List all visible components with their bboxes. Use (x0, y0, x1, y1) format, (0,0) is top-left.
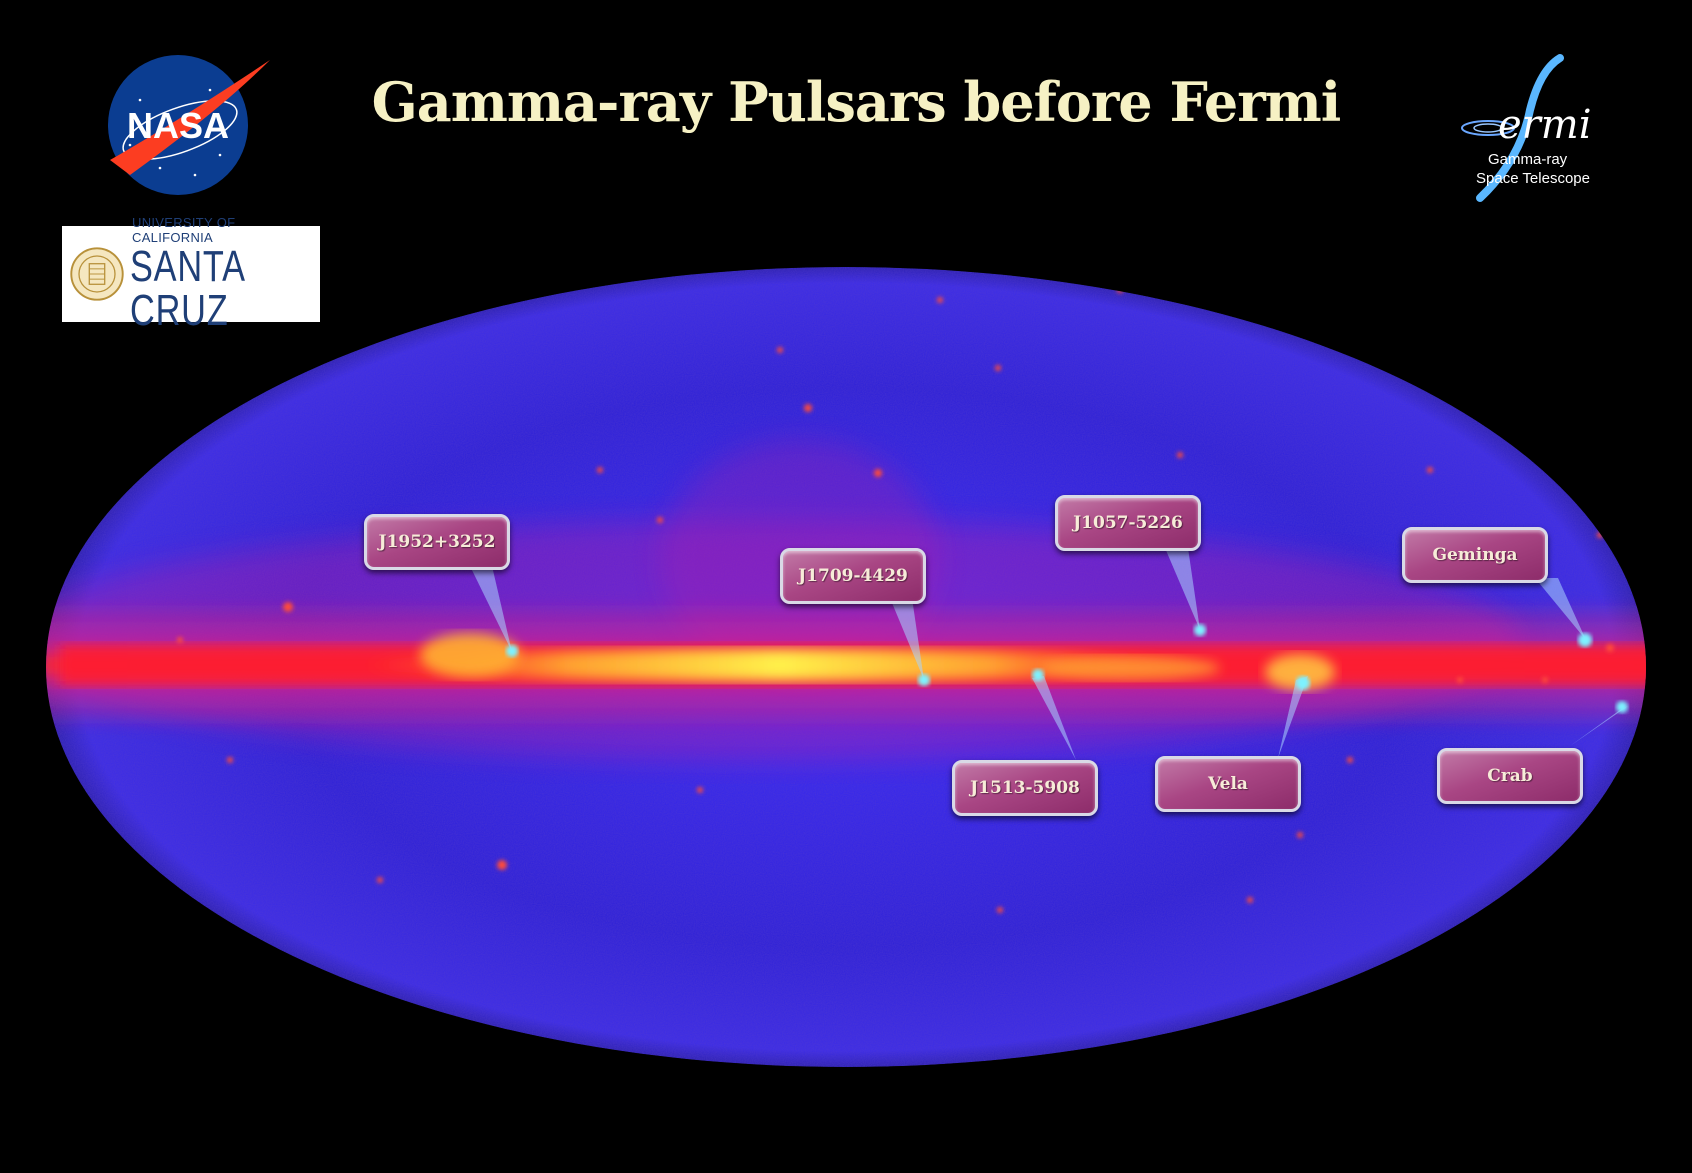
ucsc-line1: UNIVERSITY OF CALIFORNIA (132, 215, 236, 245)
pulsar-label-j1513: J1513-5908 (952, 760, 1098, 816)
pulsar-marker (506, 645, 518, 657)
nasa-logo: NASA (100, 50, 290, 200)
pulsar-marker (1194, 624, 1206, 636)
pulsar-label-vela: Vela (1155, 756, 1301, 812)
fermi-word: ermi (1498, 102, 1592, 148)
ucsc-line2: SANTA CRUZ (130, 242, 244, 335)
fermi-sub-2: Space Telescope (1476, 170, 1590, 187)
page-title: Gamma-ray Pulsars before Fermi (371, 70, 1342, 134)
pulsar-marker (918, 674, 930, 686)
ucsc-logo: UNIVERSITY OF CALIFORNIA SANTA CRUZ (62, 215, 320, 333)
pulsar-marker (1032, 669, 1044, 681)
fermi-sub-1: Gamma-ray (1488, 151, 1568, 168)
pulsar-marker (1616, 701, 1628, 713)
ucsc-seal-icon (70, 247, 124, 301)
pulsar-marker (1578, 633, 1592, 647)
pulsar-label-crab: Crab (1437, 748, 1583, 804)
fermi-logo: ermi Gamma-ray Space Telescope (1420, 50, 1620, 210)
pulsar-label-j1709: J1709-4429 (780, 548, 926, 604)
nasa-logo-text: NASA (127, 105, 229, 146)
pulsar-label-j1952: J1952+3252 (364, 514, 510, 570)
pulsar-label-j1057: J1057-5226 (1055, 495, 1201, 551)
pulsar-marker (1296, 676, 1310, 690)
pulsar-label-geminga: Geminga (1402, 527, 1548, 583)
